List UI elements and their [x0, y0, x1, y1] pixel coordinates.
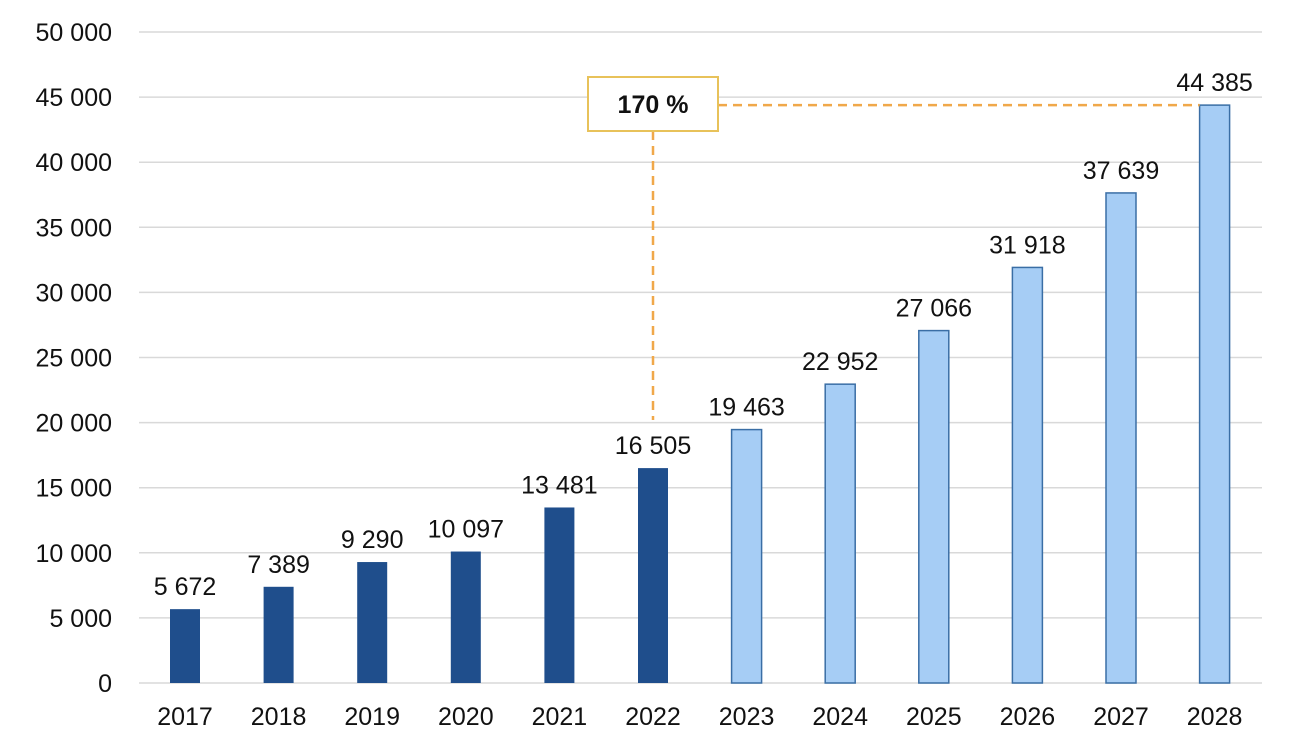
data-label: 9 290 — [341, 526, 404, 554]
bars — [170, 104, 1231, 684]
y-tick-label: 20 000 — [36, 410, 112, 438]
bar-forecast — [1198, 104, 1231, 684]
bar-forecast — [918, 329, 950, 684]
bar-forecast — [1105, 192, 1137, 684]
data-label: 16 505 — [615, 432, 691, 460]
x-tick-label: 2026 — [1000, 703, 1056, 731]
bar-actual — [638, 468, 668, 683]
annotation-label: 170 % — [618, 91, 689, 119]
bar-forecast — [730, 428, 763, 684]
bar-actual — [357, 562, 388, 683]
annotation-box — [587, 76, 719, 132]
y-tick-label: 30 000 — [36, 279, 112, 307]
y-tick-label: 0 — [98, 670, 112, 698]
bar-forecast — [824, 383, 856, 684]
x-tick-label: 2024 — [812, 703, 868, 731]
data-labels: 5 672 7 389 9 290 10 097 13 481 16 505 19 463 2… — [154, 69, 1253, 601]
y-tick-label: 45 000 — [36, 84, 112, 112]
y-tick-label: 5 000 — [49, 605, 112, 633]
y-tick-label: 40 000 — [36, 149, 112, 177]
x-tick-label: 2021 — [532, 703, 588, 731]
x-tick-label: 2020 — [438, 703, 494, 731]
x-tick-label: 2017 — [157, 703, 213, 731]
data-label: 19 463 — [708, 394, 784, 422]
y-tick-label: 35 000 — [36, 214, 112, 242]
bar-actual — [263, 586, 294, 683]
gridlines — [139, 31, 1262, 684]
x-tick-label: 2022 — [625, 703, 681, 731]
y-tick-label: 15 000 — [36, 475, 112, 503]
bar-actual — [170, 609, 200, 683]
y-axis-ticks: 0 5 000 10 000 15 000 20 000 25 000 30 000 35 0… — [36, 19, 112, 698]
x-tick-label: 2027 — [1093, 703, 1149, 731]
data-label: 10 097 — [428, 516, 504, 544]
bar-actual — [450, 551, 481, 683]
data-label: 27 066 — [896, 295, 972, 323]
y-tick-label: 25 000 — [36, 345, 112, 373]
data-label: 31 918 — [989, 231, 1065, 259]
y-tick-label: 10 000 — [36, 540, 112, 568]
x-axis-ticks: 2017 2018 2019 2020 2021 2022 2023 2024 2025 2026… — [157, 703, 1242, 731]
y-tick-label: 50 000 — [36, 19, 112, 47]
growth-annotation: 170 % — [587, 76, 1200, 420]
x-tick-label: 2028 — [1187, 703, 1243, 731]
data-label: 13 481 — [521, 471, 597, 499]
bar-actual — [544, 507, 575, 683]
data-label: 37 639 — [1083, 157, 1159, 185]
bar-forecast — [1011, 266, 1044, 684]
data-label: 7 389 — [247, 551, 310, 579]
x-tick-label: 2025 — [906, 703, 962, 731]
x-tick-label: 2018 — [251, 703, 307, 731]
x-tick-label: 2019 — [344, 703, 400, 731]
data-label: 22 952 — [802, 348, 878, 376]
data-label: 44 385 — [1176, 69, 1252, 97]
data-label: 5 672 — [154, 573, 217, 601]
x-tick-label: 2023 — [719, 703, 775, 731]
